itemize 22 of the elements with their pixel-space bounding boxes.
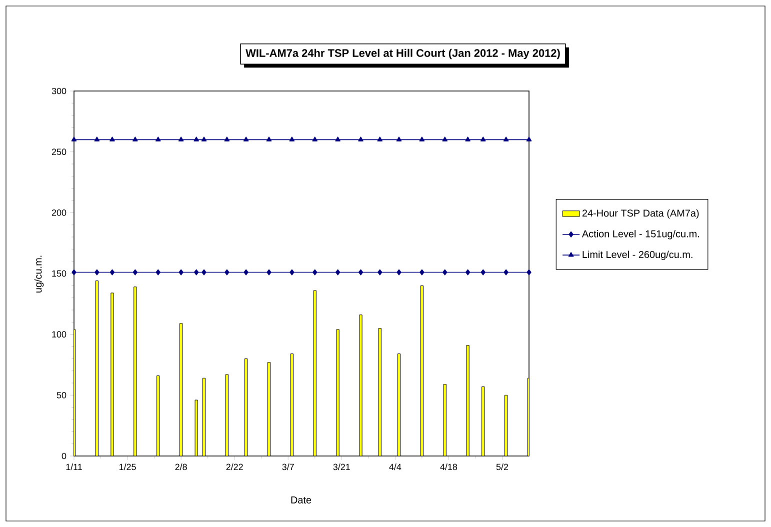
y-tick-label: 0 — [62, 452, 66, 460]
y-tick-label: 150 — [52, 270, 66, 277]
legend-label: Action Level - 151ug/cu.m. — [582, 230, 699, 240]
x-tick-label: 1/11 — [66, 464, 82, 470]
y-tick-label: 200 — [52, 209, 66, 216]
x-tick-label: 2/22 — [226, 464, 243, 470]
y-tick-label: 250 — [52, 148, 66, 156]
y-tick-label: 300 — [52, 88, 66, 94]
x-tick-label: 4/18 — [440, 464, 458, 470]
y-tick-label: 100 — [52, 331, 66, 338]
y-axis-title: ug/cu.m. — [34, 256, 44, 292]
x-tick-label: 4/4 — [389, 464, 402, 470]
x-tick-label: 5/2 — [496, 464, 508, 470]
x-tick-label: 2/8 — [175, 464, 187, 470]
x-tick-label: 3/7 — [282, 464, 294, 470]
x-tick-label: 3/21 — [333, 464, 350, 470]
x-tick-label: 1/25 — [119, 464, 136, 470]
legend-label: Limit Level - 260ug/cu.m. — [582, 250, 692, 260]
x-axis-title: Date — [291, 496, 312, 504]
chart-title: WIL-AM7a 24hr TSP Level at Hill Court (Jan 2012 - May 2012) — [246, 48, 560, 60]
y-tick-label: 50 — [56, 392, 66, 398]
legend-label: 24-Hour TSP Data (AM7a) — [582, 209, 699, 219]
